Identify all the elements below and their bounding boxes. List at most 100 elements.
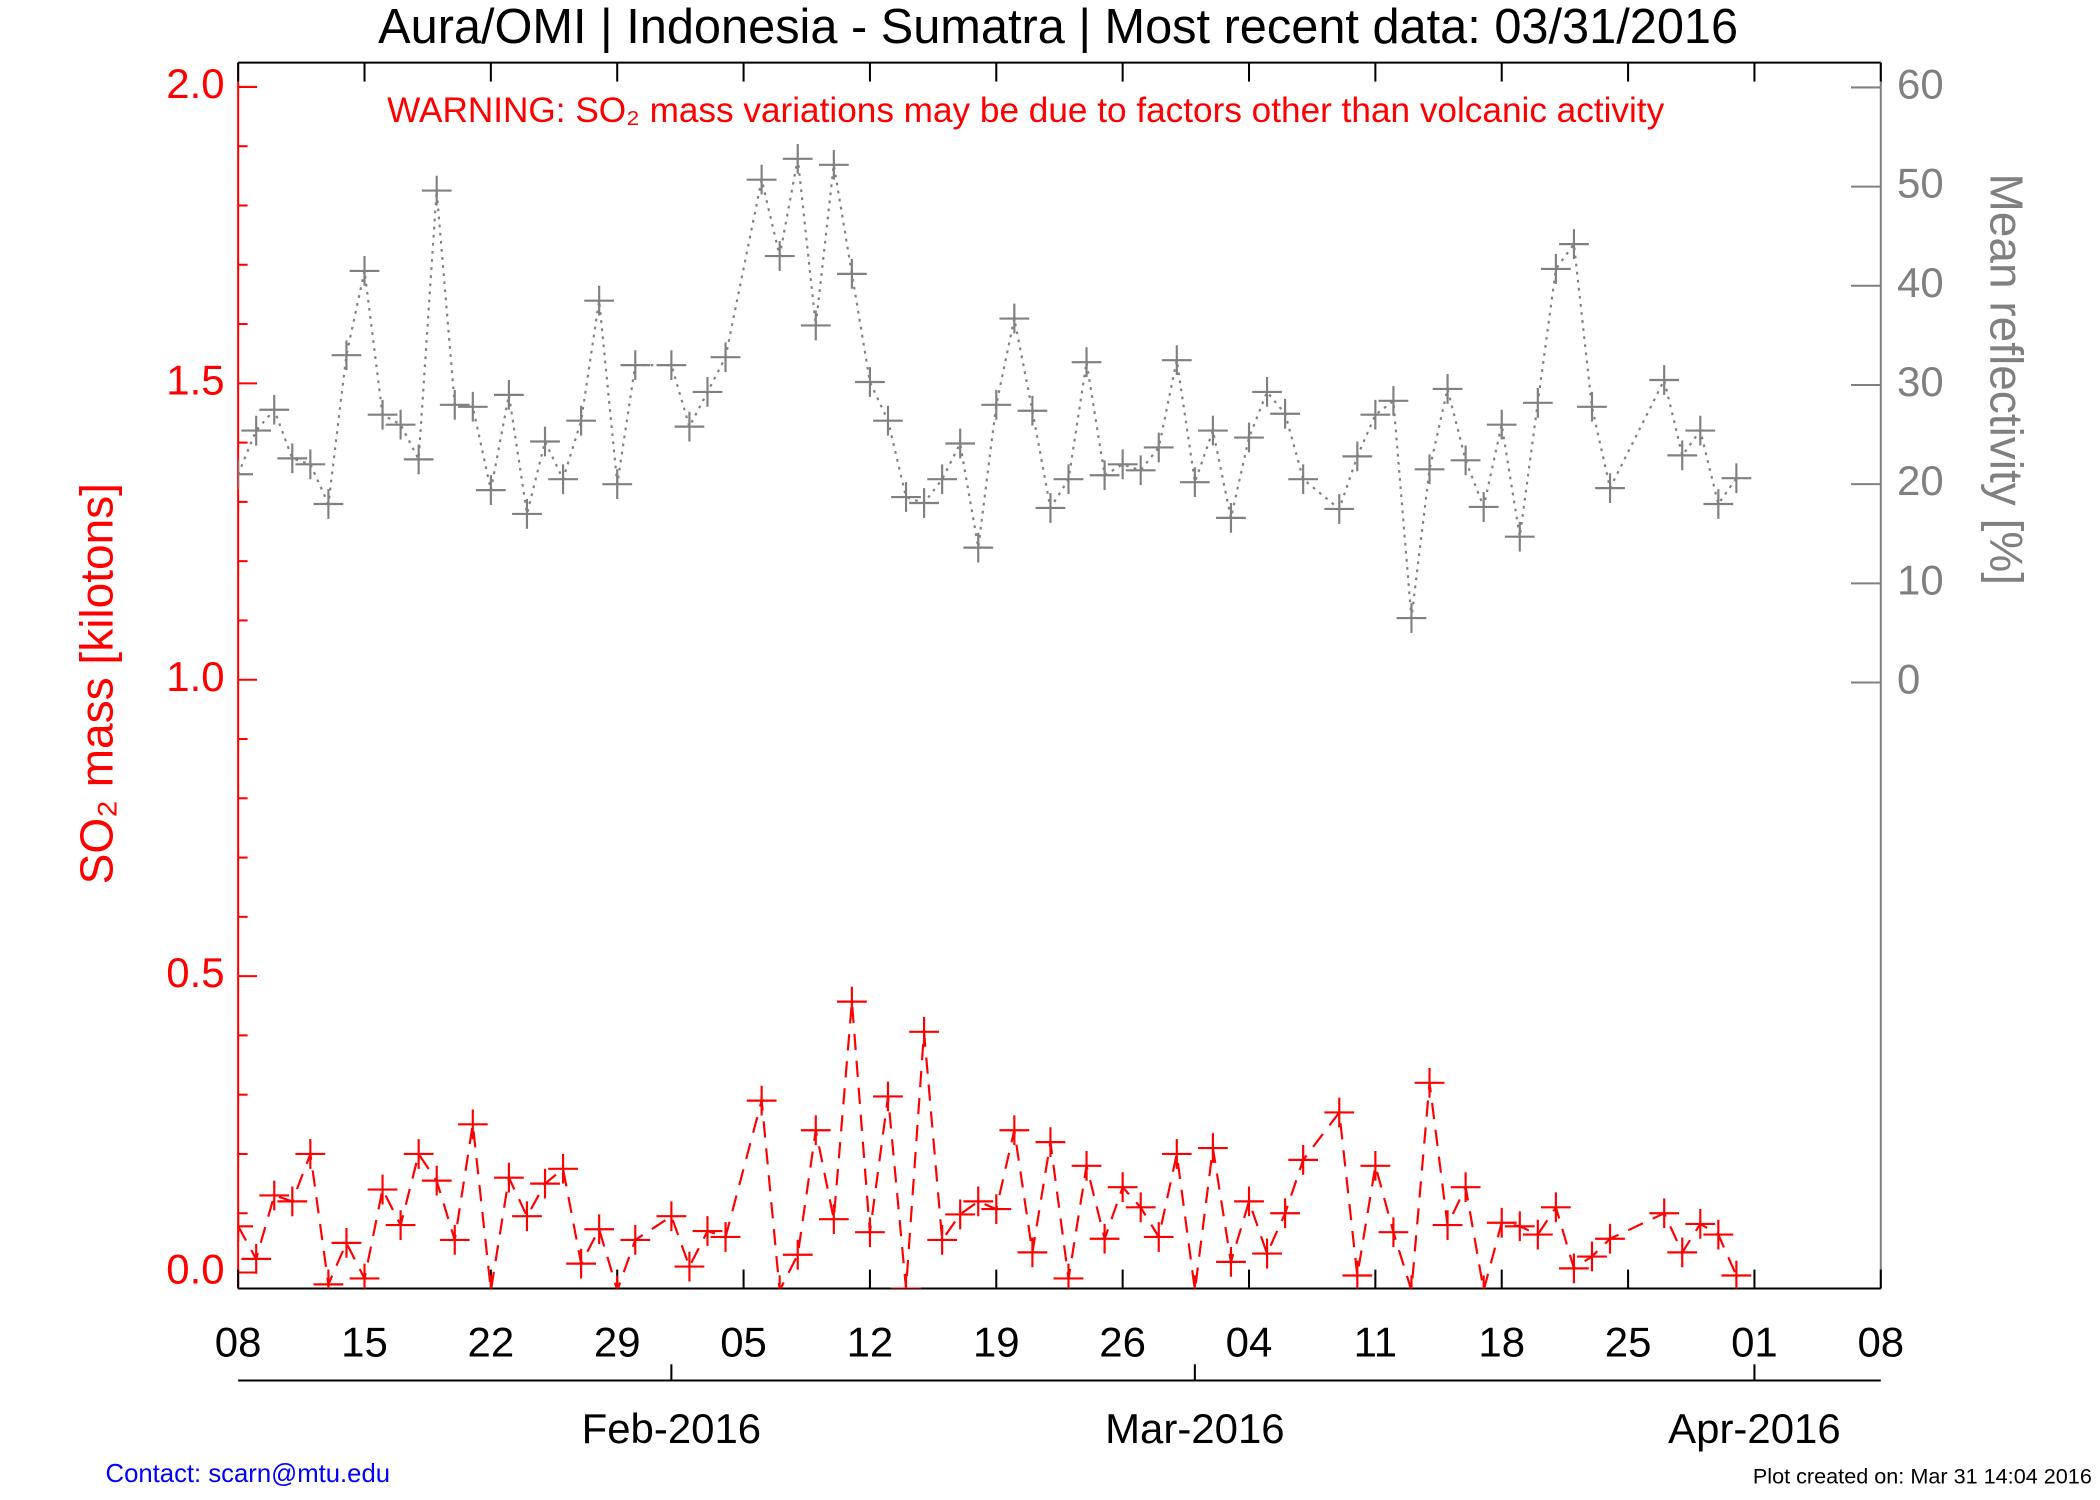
point-marker xyxy=(403,444,434,475)
point-marker xyxy=(512,1201,542,1232)
point-marker xyxy=(818,149,849,180)
point-marker xyxy=(999,1115,1030,1146)
point-marker xyxy=(1414,1067,1445,1098)
point-marker xyxy=(584,1214,615,1245)
point-marker xyxy=(259,1180,290,1211)
point-marker xyxy=(403,1139,434,1169)
point-marker xyxy=(1667,1237,1698,1268)
y-tick-label: 0.0 xyxy=(166,1246,224,1293)
created-text: Plot created on: Mar 31 14:04 2016 xyxy=(1753,1464,2092,1489)
point-marker xyxy=(1035,1127,1066,1157)
y-tick-label: 2.0 xyxy=(166,60,224,107)
point-marker xyxy=(489,1275,492,1289)
point-marker xyxy=(1378,385,1409,416)
point-marker xyxy=(494,1162,524,1193)
point-marker xyxy=(584,285,615,316)
point-marker xyxy=(1721,1260,1752,1289)
point-marker xyxy=(494,380,524,410)
point-marker xyxy=(1414,454,1445,485)
point-marker xyxy=(1053,464,1084,495)
point-marker xyxy=(692,377,723,407)
point-marker xyxy=(1721,463,1752,494)
y-tick-label: 1.5 xyxy=(166,356,224,403)
point-marker xyxy=(1125,1192,1156,1223)
point-marker xyxy=(782,1239,813,1270)
point-marker xyxy=(1522,1219,1553,1250)
point-marker xyxy=(1595,1223,1625,1254)
x-tick-label: 08 xyxy=(215,1318,262,1365)
point-marker xyxy=(238,459,254,490)
point-marker xyxy=(295,449,326,480)
point-marker xyxy=(1522,387,1553,418)
point-marker xyxy=(1288,464,1319,495)
point-marker xyxy=(1559,229,1589,260)
point-marker xyxy=(674,411,705,442)
point-marker xyxy=(963,1186,994,1217)
point-marker xyxy=(1432,1210,1463,1240)
point-marker xyxy=(1685,1209,1716,1239)
point-marker xyxy=(1143,432,1174,463)
point-marker xyxy=(1089,1223,1120,1254)
x-tick-label: 11 xyxy=(1354,1318,1398,1365)
point-marker xyxy=(873,405,903,436)
point-marker xyxy=(475,475,506,505)
x-tick-label: 26 xyxy=(1099,1318,1146,1365)
x-tick-label: 12 xyxy=(847,1318,894,1365)
y2-tick-label: 0 xyxy=(1897,656,1920,703)
point-marker xyxy=(1324,1097,1355,1128)
point-marker xyxy=(1450,1172,1481,1203)
point-marker xyxy=(1193,1275,1196,1289)
point-marker xyxy=(1288,1145,1319,1175)
warning-annotation: WARNING: SO₂ mass variations may be due … xyxy=(387,91,1664,130)
y-tick-label: 0.5 xyxy=(166,949,224,996)
point-marker xyxy=(602,469,633,500)
y-axis-label: SO₂ mass [kilotons] xyxy=(70,483,122,884)
point-marker xyxy=(238,1211,254,1242)
point-marker xyxy=(1342,441,1373,472)
point-marker xyxy=(385,1210,416,1240)
point-marker xyxy=(548,1153,578,1184)
point-marker xyxy=(963,532,994,563)
point-marker xyxy=(1234,422,1264,453)
point-marker xyxy=(1360,399,1391,430)
point-marker xyxy=(1577,1241,1607,1272)
point-marker xyxy=(836,259,867,289)
point-marker xyxy=(927,464,958,495)
y-tick-label: 1.0 xyxy=(166,653,224,700)
point-marker xyxy=(1107,1172,1138,1203)
point-marker xyxy=(1216,502,1246,533)
y2-tick-label: 20 xyxy=(1897,457,1944,504)
plot-area xyxy=(238,143,1752,1289)
point-marker xyxy=(1179,467,1210,498)
point-marker xyxy=(1252,1238,1282,1269)
point-marker xyxy=(1053,1263,1084,1289)
point-marker xyxy=(1125,455,1156,486)
point-marker xyxy=(800,310,831,341)
y2-tick-label: 60 xyxy=(1897,61,1944,108)
point-marker xyxy=(277,443,308,474)
point-marker xyxy=(349,256,380,286)
point-marker xyxy=(1017,395,1048,426)
point-marker xyxy=(981,389,1012,420)
point-marker xyxy=(313,489,344,519)
point-marker xyxy=(277,1186,308,1217)
point-marker xyxy=(241,415,272,446)
point-marker xyxy=(548,464,578,495)
point-marker xyxy=(1504,521,1535,552)
point-marker xyxy=(1270,398,1300,429)
point-marker xyxy=(1482,1275,1485,1289)
point-marker xyxy=(909,1016,939,1047)
point-marker xyxy=(891,1273,921,1289)
point-marker xyxy=(1234,1186,1264,1217)
point-marker xyxy=(1198,415,1228,446)
point-marker xyxy=(1504,1211,1535,1242)
contact-text: Contact: scarn@mtu.edu xyxy=(106,1460,391,1488)
point-marker xyxy=(1161,345,1192,376)
point-marker xyxy=(331,340,362,371)
point-marker xyxy=(778,1275,781,1289)
point-marker xyxy=(836,986,867,1017)
point-marker xyxy=(259,394,290,425)
point-marker xyxy=(945,428,976,459)
